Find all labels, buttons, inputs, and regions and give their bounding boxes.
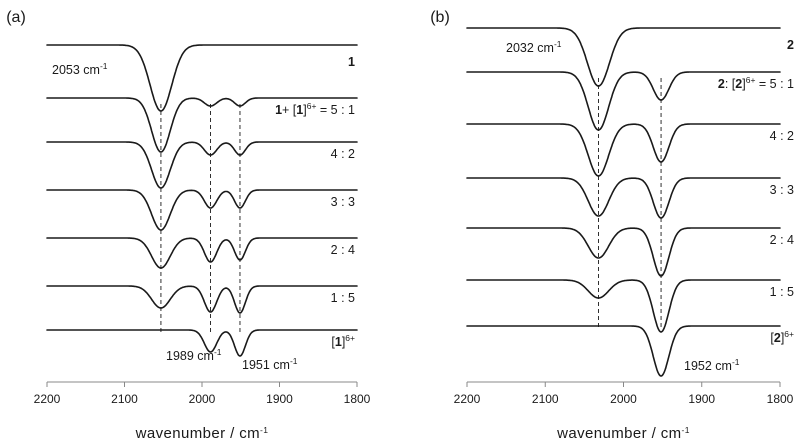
peak-annotation-part-0: 1952 cm [684,359,732,373]
spectrum-trace [46,285,358,314]
peak-annotation-part-1: -1 [554,39,562,49]
series-label: [1]6+ [331,333,355,349]
x-tick-label: 1800 [344,392,371,406]
x-axis-title-part-1: -1 [682,425,690,435]
series-label-part-0: 4 : 2 [770,129,794,143]
spectrum-trace [46,237,358,269]
series-label: 1 : 5 [331,291,355,305]
series-label-part-2: ] [342,335,345,349]
series-label-part-3: ] [742,77,745,91]
series-label: 2 : 4 [331,243,355,257]
x-tick-label: 1800 [767,392,794,406]
peak-annotation: 1951 cm-1 [242,356,298,372]
peak-annotation-part-1: -1 [214,347,222,357]
series-label-part-0: [ [770,331,774,345]
peak-annotation: 2053 cm-1 [52,61,108,77]
series-label: 1+ [1]6+ = 5 : 1 [275,101,355,117]
series-label-part-0: 1 [348,55,355,69]
series-label: [2]6+ [770,329,794,345]
series-label-part-3: 6+ [784,329,794,339]
series-label: 2: [2]6+ = 5 : 1 [718,75,794,91]
x-tick-label: 2200 [454,392,481,406]
peak-annotation-part-0: 2032 cm [506,41,554,55]
series-label-part-1: + [ [282,103,297,117]
series-label: 3 : 3 [770,183,794,197]
series-label-part-3: 6+ [345,333,355,343]
series-label-part-0: 3 : 3 [331,195,355,209]
series-label-part-5: = 5 : 1 [755,77,794,91]
series-label-part-0: 1 : 5 [770,285,794,299]
peak-annotation-part-0: 1951 cm [242,358,290,372]
spectrum-trace [466,279,781,333]
panel-label: (a) [6,9,26,26]
x-axis-title-part-0: wavenumber / cm [135,425,260,442]
x-axis-title: wavenumber / cm-1 [135,425,269,442]
x-axis-title: wavenumber / cm-1 [556,425,690,442]
spectrum-trace [46,141,358,189]
series-label-part-2: 2 [735,77,742,91]
x-tick-label: 2000 [189,392,216,406]
series-label: 1 [348,55,355,69]
peak-annotation: 1989 cm-1 [166,347,222,363]
series-label: 4 : 2 [770,129,794,143]
panel-a: (a)11+ [1]6+ = 5 : 14 : 23 : 32 : 41 : 5… [6,9,370,442]
series-label-part-0: 1 [275,103,282,117]
spectrum-trace [466,27,781,87]
spectrum-trace [46,97,358,153]
spectrum-trace [466,227,781,277]
x-tick-label: 2200 [34,392,61,406]
series-label-part-1: : [ [725,77,736,91]
series-label-part-0: [ [331,335,335,349]
x-tick-label: 1900 [688,392,715,406]
spectrum-trace [466,71,781,131]
x-tick-label: 2100 [111,392,138,406]
series-label: 2 [787,38,794,52]
panel-b: (b)22: [2]6+ = 5 : 14 : 23 : 32 : 41 : 5… [430,9,794,442]
x-tick-label: 1900 [266,392,293,406]
series-label-part-0: 1 : 5 [331,291,355,305]
series-label-part-0: 2 : 4 [770,233,794,247]
series-label-part-0: 2 [787,38,794,52]
x-axis-title-part-0: wavenumber / cm [556,425,681,442]
spectrum-trace [466,325,781,377]
series-label-part-1: 1 [335,335,342,349]
series-label: 3 : 3 [331,195,355,209]
peak-annotation-part-1: -1 [100,61,108,71]
spectrum-trace [466,177,781,219]
series-label-part-0: 3 : 3 [770,183,794,197]
peak-annotation-part-0: 2053 cm [52,63,100,77]
series-label-part-2: 1 [296,103,303,117]
peak-annotation-part-0: 1989 cm [166,349,214,363]
series-label-part-1: 2 [774,331,781,345]
series-label-part-0: 4 : 2 [331,147,355,161]
series-label-part-4: 6+ [307,101,317,111]
spectrum-trace [466,123,781,177]
series-label: 2 : 4 [770,233,794,247]
panel-label: (b) [430,9,450,26]
spectrum-trace [46,189,358,231]
spectrum-trace [46,44,358,112]
peak-annotation-part-1: -1 [732,357,740,367]
spectrum-trace [46,329,358,357]
peak-annotation: 2032 cm-1 [506,39,562,55]
peak-annotation: 1952 cm-1 [684,357,740,373]
series-label-part-4: 6+ [746,75,756,85]
series-label-part-0: 2 : 4 [331,243,355,257]
series-label: 1 : 5 [770,285,794,299]
series-label-part-0: 2 [718,77,725,91]
series-label-part-5: = 5 : 1 [316,103,355,117]
series-label: 4 : 2 [331,147,355,161]
peak-annotation-part-1: -1 [290,356,298,366]
x-axis-title-part-1: -1 [260,425,268,435]
series-label-part-2: ] [781,331,784,345]
x-tick-label: 2100 [532,392,559,406]
x-tick-label: 2000 [610,392,637,406]
series-label-part-3: ] [303,103,306,117]
